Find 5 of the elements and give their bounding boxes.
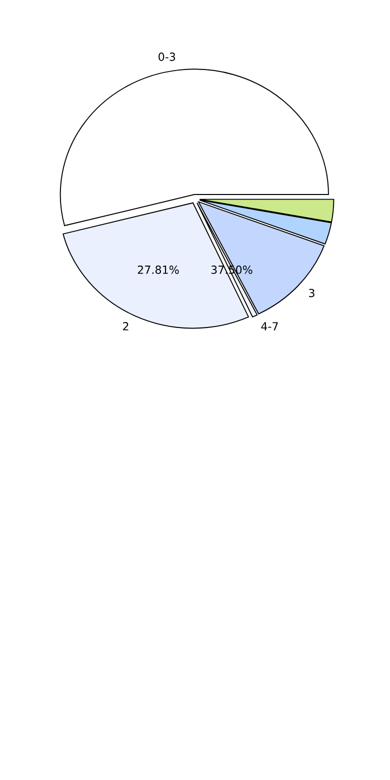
slice-label: 2 (123, 322, 128, 330)
slice-label: 0-3 (158, 52, 176, 61)
data-label: 27.81% (138, 266, 179, 274)
slice-label: 3 (309, 288, 314, 298)
slice-label: 4-7 (261, 322, 278, 330)
